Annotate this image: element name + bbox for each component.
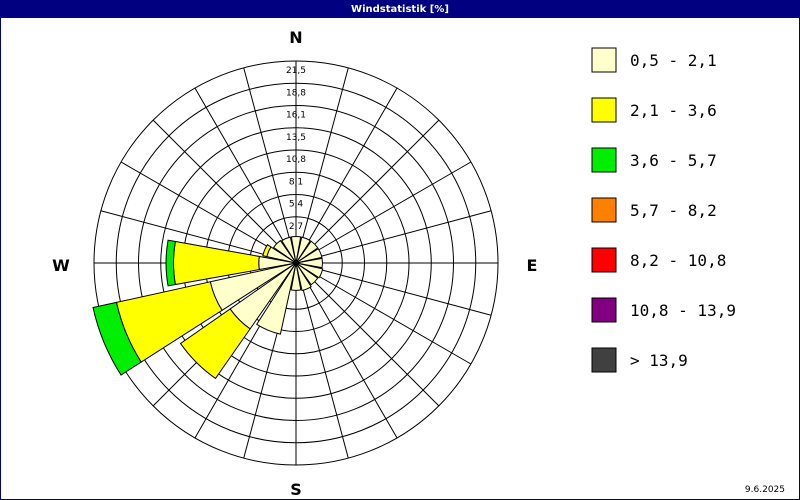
compass-north: N (289, 28, 302, 47)
wind-sector-5-class-0 (256, 262, 297, 335)
legend-label: 3,6 - 5,7 (630, 151, 717, 170)
wind-sector-12-class-0 (290, 236, 302, 264)
window-title: Windstatistik [%] (1, 1, 799, 18)
legend-swatch (591, 197, 617, 223)
compass-west: W (52, 256, 70, 275)
legend-label: 10,8 - 13,9 (630, 301, 736, 320)
radial-tick-label: 2,7 (289, 222, 303, 232)
radial-tick-label: 13,5 (286, 133, 306, 143)
date-label: 9.6.2025 (744, 485, 785, 495)
legend-swatch (591, 297, 617, 323)
wind-sector-10-class-0 (272, 239, 297, 264)
wind-sector-0-class-0 (295, 257, 323, 269)
wind-sector-6-class-1 (179, 308, 251, 380)
compass-south: S (290, 480, 302, 499)
wind-sector-13-class-0 (295, 236, 311, 264)
legend-swatch (591, 247, 617, 273)
wind-sector-3-class-0 (295, 262, 312, 292)
radial-tick-labels: 2,7 5,4 8,1 10,8 13,5 16,1 18,8 21,5 (286, 66, 306, 232)
wind-sector-8-class-2 (165, 239, 176, 287)
wind-sector-11-class-0 (281, 236, 297, 264)
legend-label: 0,5 - 2,1 (630, 51, 717, 70)
wind-sector-2-class-0 (295, 262, 319, 286)
legend-label: 8,2 - 10,8 (630, 251, 726, 270)
legend-swatch (591, 147, 617, 173)
radial-tick-label: 18,8 (286, 88, 306, 98)
wind-sector-14-class-0 (295, 240, 319, 264)
compass-east: E (527, 256, 538, 275)
radial-tick-label: 21,5 (286, 66, 306, 76)
legend-label: 5,7 - 8,2 (630, 201, 717, 220)
wind-sector-15-class-0 (295, 248, 323, 264)
polar-grid (93, 60, 499, 466)
wind-sector-9-class-1 (262, 244, 272, 258)
radial-tick-label: 5,4 (289, 200, 304, 210)
legend-label: > 13,9 (630, 351, 688, 370)
wind-sector-1-class-0 (295, 262, 324, 279)
wind-sector-4-class-0 (290, 262, 302, 291)
legend-label: 2,1 - 3,6 (630, 101, 717, 120)
legend-swatch (591, 97, 617, 123)
radial-tick-label: 16,1 (286, 111, 306, 121)
legend-swatch (591, 347, 617, 373)
wind-sector-7-class-2 (92, 301, 142, 376)
legend-swatch (591, 47, 617, 73)
radial-tick-label: 10,8 (286, 155, 306, 165)
legend: 0,5 - 2,1 2,1 - 3,6 3,6 - 5,7 5,7 - 8,2 8,2 … (591, 47, 736, 373)
wind-sectors (92, 236, 324, 380)
radial-tick-label: 8,1 (289, 177, 303, 187)
